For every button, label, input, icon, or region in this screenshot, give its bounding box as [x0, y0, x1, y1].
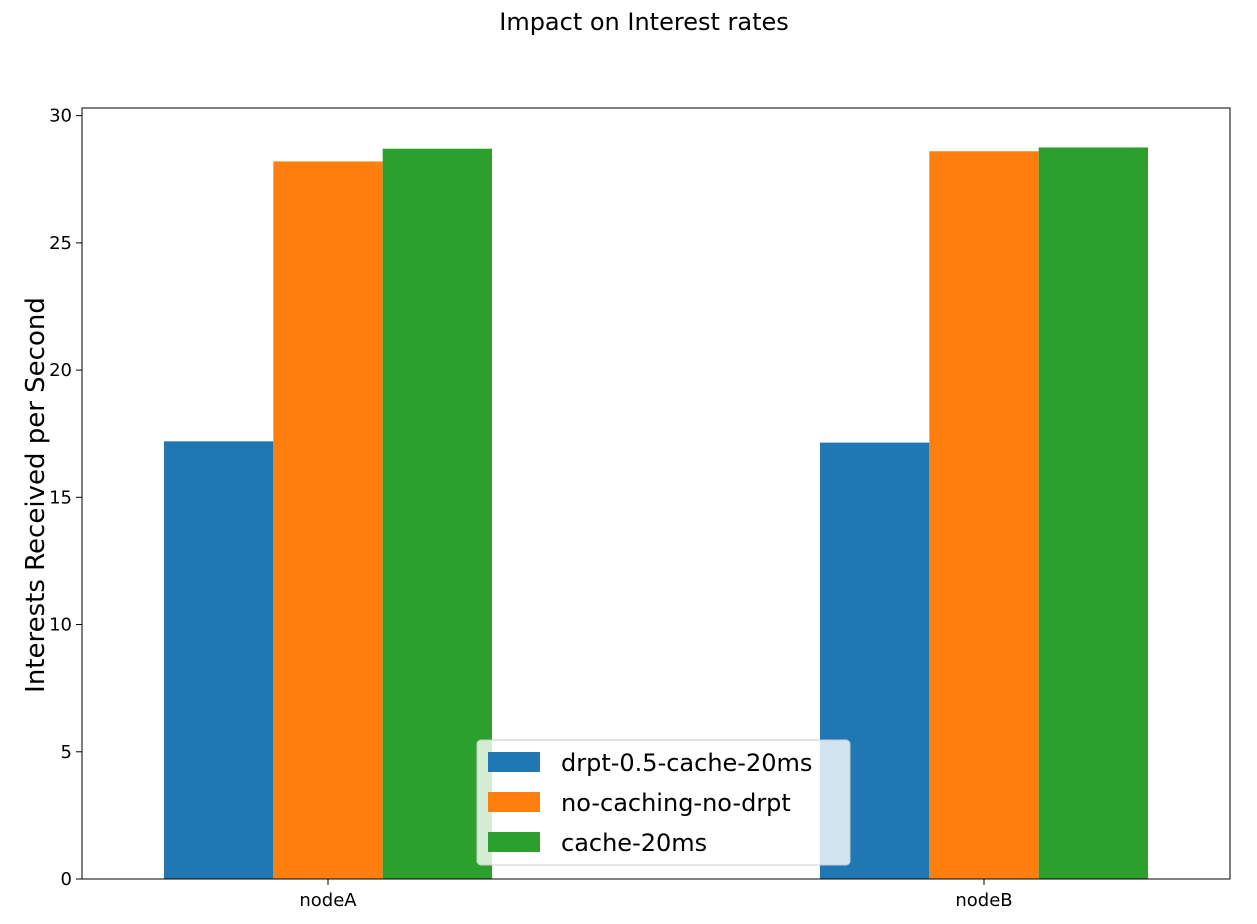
- bar-no-caching-no-drpt-nodeB: [929, 151, 1039, 879]
- ticks-layer: 0 5 10 15 20 25 30 nodeA nodeB: [49, 106, 1013, 911]
- y-tick-label: 5: [61, 742, 72, 763]
- x-tick-label: nodeA: [299, 890, 357, 911]
- plot-frame: [81, 107, 1231, 880]
- bars-layer: [164, 147, 1148, 879]
- bar-cache-20ms-nodeA: [382, 148, 492, 879]
- legend-label: cache-20ms: [561, 829, 707, 857]
- y-tick-label: 20: [49, 360, 72, 381]
- y-tick-label: 25: [49, 233, 72, 254]
- bar-cache-20ms-nodeB: [1038, 147, 1148, 879]
- chart-title: Impact on Interest rates: [499, 8, 789, 36]
- y-axis-label: Interests Received per Second: [21, 297, 51, 693]
- legend-box: [476, 739, 851, 866]
- y-tick-label: 30: [49, 106, 72, 127]
- y-tick-label: 10: [49, 615, 72, 636]
- legend-swatch: [488, 792, 540, 812]
- x-tick-label: nodeB: [955, 890, 1012, 911]
- legend: drpt-0.5-cache-20ms no-caching-no-drpt cac…: [476, 739, 851, 866]
- legend-label: drpt-0.5-cache-20ms: [561, 749, 812, 777]
- y-tick-label: 15: [49, 487, 72, 508]
- legend-swatch: [488, 832, 540, 852]
- legend-swatch: [488, 752, 540, 772]
- bar-no-caching-no-drpt-nodeA: [273, 161, 383, 879]
- y-tick-label: 0: [61, 869, 72, 890]
- legend-label: no-caching-no-drpt: [561, 789, 791, 817]
- bar-drpt-0.5-cache-20ms-nodeA: [164, 441, 274, 879]
- legend-items: drpt-0.5-cache-20ms no-caching-no-drpt cac…: [488, 749, 812, 857]
